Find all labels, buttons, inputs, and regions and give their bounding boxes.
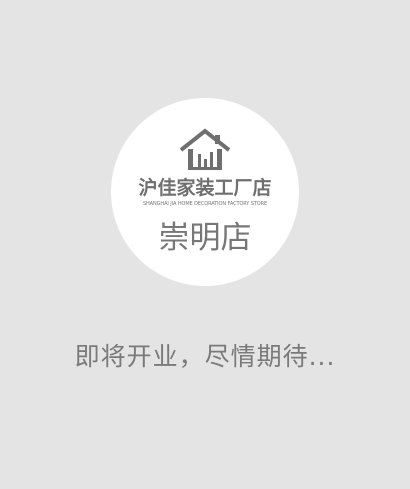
opening-soon-message: 即将开业，尽情期待...: [0, 340, 410, 374]
store-name: 崇明店: [111, 219, 299, 257]
house-icon: [179, 128, 231, 170]
brand-name: 沪佳家装工厂店: [111, 177, 299, 199]
store-badge: 沪佳家装工厂店 SHANGHAI JIA HOME DECORATION FAC…: [111, 98, 299, 286]
brand-subtitle: SHANGHAI JIA HOME DECORATION FACTORY STO…: [111, 201, 299, 207]
